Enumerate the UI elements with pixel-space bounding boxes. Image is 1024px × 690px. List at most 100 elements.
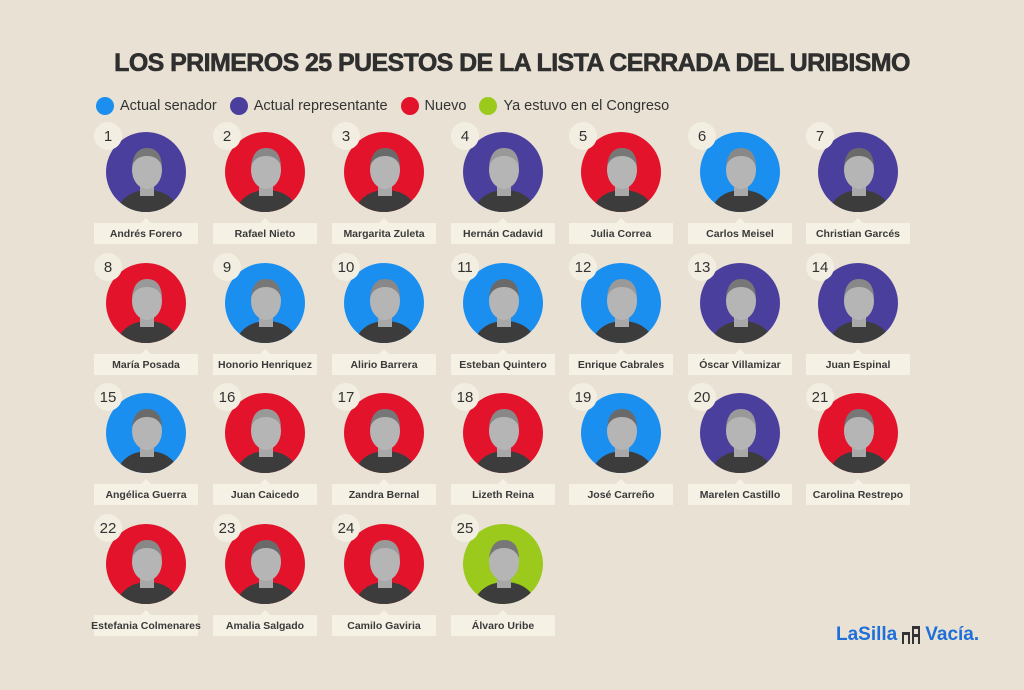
person-photo-icon [475, 148, 535, 212]
candidate-card: 19 José Carreño [561, 383, 681, 533]
rank-badge: 10 [332, 253, 360, 281]
rank-badge: 23 [213, 514, 241, 542]
legend-dot [229, 97, 248, 115]
chair-icon [902, 626, 921, 644]
candidate-name: Zandra Bernal [332, 479, 436, 505]
legend-item-congreso: Ya estuvo en el Congreso [479, 97, 669, 115]
candidate-card: 23 Amalia Salgado [205, 514, 325, 664]
person-photo-icon [830, 148, 890, 212]
candidate-card: 7 Christian Garcés [798, 122, 918, 272]
candidate-name: Julia Correa [569, 218, 673, 244]
legend-dot [479, 97, 498, 115]
candidate-card: 2 Rafael Nieto [205, 122, 325, 272]
candidate-card: 5 Julia Correa [561, 122, 681, 272]
person-photo-icon [237, 540, 297, 604]
candidate-name: Christian Garcés [806, 218, 910, 244]
title-text: LOS PRIMEROS 25 PUESTOS DE LA LISTA CERR… [114, 49, 911, 78]
candidate-photo [581, 263, 661, 343]
rank-badge: 18 [451, 383, 479, 411]
candidate-photo [344, 393, 424, 473]
person-photo-icon [118, 279, 178, 343]
rank-badge: 24 [332, 514, 360, 542]
candidate-name: Hernán Cadavid [451, 218, 555, 244]
candidate-photo [818, 263, 898, 343]
candidate-photo [700, 132, 780, 212]
person-photo-icon [356, 148, 416, 212]
candidate-photo [106, 263, 186, 343]
candidate-card: 12 Enrique Cabrales [561, 253, 681, 403]
candidate-card: 8 María Posada [86, 253, 206, 403]
legend-item-nuevo: Nuevo [400, 97, 467, 115]
rank-badge: 15 [94, 383, 122, 411]
person-photo-icon [475, 540, 535, 604]
person-photo-icon [712, 148, 772, 212]
candidate-card: 24 Camilo Gaviria [324, 514, 444, 664]
candidate-name: José Carreño [569, 479, 673, 505]
candidate-card: 6 Carlos Meisel [680, 122, 800, 272]
rank-badge: 3 [332, 122, 360, 150]
person-photo-icon [712, 279, 772, 343]
candidate-name: Camilo Gaviria [332, 610, 436, 636]
candidate-name: Amalia Salgado [213, 610, 317, 636]
candidate-name: Margarita Zuleta [332, 218, 436, 244]
person-photo-icon [593, 279, 653, 343]
candidate-card: 21 Carolina Restrepo [798, 383, 918, 533]
candidate-photo [225, 524, 305, 604]
person-photo-icon [237, 279, 297, 343]
lasillavacia-logo: LaSilla Vacía. [836, 624, 979, 646]
candidate-photo [344, 263, 424, 343]
candidate-name: Álvaro Uribe [451, 610, 555, 636]
candidate-photo [581, 132, 661, 212]
candidate-name: Juan Espinal [806, 349, 910, 375]
rank-badge: 22 [94, 514, 122, 542]
candidate-name: Esteban Quintero [451, 349, 555, 375]
rank-badge: 11 [451, 253, 479, 281]
rank-badge: 12 [569, 253, 597, 281]
rank-badge: 21 [806, 383, 834, 411]
candidate-photo [463, 263, 543, 343]
candidate-photo [225, 263, 305, 343]
candidate-photo [700, 263, 780, 343]
candidate-name: Juan Caicedo [213, 479, 317, 505]
candidate-card: 3 Margarita Zuleta [324, 122, 444, 272]
legend-label: Nuevo [424, 98, 467, 114]
candidate-photo [344, 524, 424, 604]
legend-label: Actual senador [120, 98, 217, 114]
person-photo-icon [237, 409, 297, 473]
rank-badge: 4 [451, 122, 479, 150]
candidate-name: Andrés Forero [94, 218, 198, 244]
person-photo-icon [593, 148, 653, 212]
candidate-photo [700, 393, 780, 473]
person-photo-icon [830, 279, 890, 343]
candidate-photo [225, 132, 305, 212]
page-title: LOS PRIMEROS 25 PUESTOS DE LA LISTA CERR… [0, 46, 1024, 80]
candidate-card: 18 Lizeth Reina [443, 383, 563, 533]
person-photo-icon [237, 148, 297, 212]
rank-badge: 14 [806, 253, 834, 281]
candidate-card: 22 Estefania Colmenares [86, 514, 206, 664]
candidate-card: 10 Alirio Barrera [324, 253, 444, 403]
candidate-name: Lizeth Reina [451, 479, 555, 505]
person-photo-icon [356, 409, 416, 473]
candidate-name: Carolina Restrepo [806, 479, 910, 505]
person-photo-icon [475, 279, 535, 343]
person-photo-icon [118, 540, 178, 604]
legend-item-senador: Actual senador [96, 97, 217, 115]
candidate-photo [818, 393, 898, 473]
candidate-card: 15 Angélica Guerra [86, 383, 206, 533]
person-photo-icon [356, 540, 416, 604]
rank-badge: 25 [451, 514, 479, 542]
candidate-card: 1 Andrés Forero [86, 122, 206, 272]
candidate-name: Honorio Henriquez [213, 349, 317, 375]
legend-item-representante: Actual representante [229, 97, 388, 115]
candidate-card: 16 Juan Caicedo [205, 383, 325, 533]
rank-badge: 8 [94, 253, 122, 281]
candidate-name: Óscar Villamizar [688, 349, 792, 375]
candidate-photo [106, 524, 186, 604]
candidate-card: 13 Óscar Villamizar [680, 253, 800, 403]
candidate-card: 17 Zandra Bernal [324, 383, 444, 533]
rank-badge: 20 [688, 383, 716, 411]
rank-badge: 19 [569, 383, 597, 411]
rank-badge: 16 [213, 383, 241, 411]
rank-badge: 2 [213, 122, 241, 150]
